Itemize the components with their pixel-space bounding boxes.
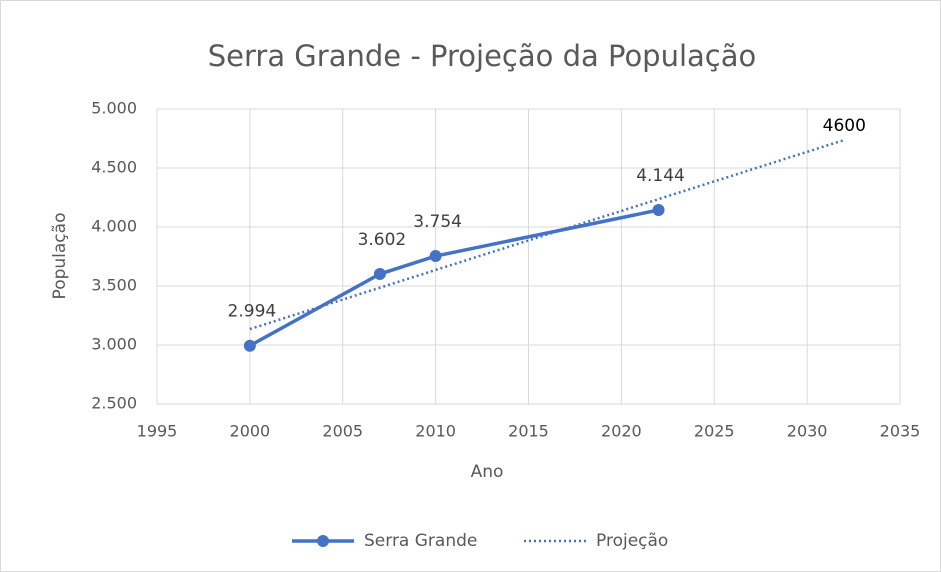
- data-point: [429, 250, 442, 263]
- y-tick-label: 3.500: [91, 276, 137, 295]
- x-tick-label: 2010: [415, 422, 456, 441]
- x-tick-label: 1995: [137, 422, 178, 441]
- annotation: 4600: [823, 116, 866, 136]
- data-point: [373, 267, 386, 280]
- x-axis-label: Ano: [471, 462, 504, 482]
- x-tick-label: 2035: [880, 422, 921, 441]
- y-tick-label: 4.000: [91, 217, 137, 236]
- x-tick-label: 2000: [230, 422, 271, 441]
- x-tick-label: 2030: [787, 422, 828, 441]
- series-line: [249, 208, 659, 348]
- y-tick-label: 5.000: [91, 99, 137, 118]
- data-point: [243, 339, 256, 352]
- data-label: 3.754: [413, 212, 462, 232]
- data-point: [652, 204, 665, 217]
- y-tick-label: 3.000: [91, 335, 137, 354]
- data-label: 3.602: [358, 230, 407, 250]
- x-tick-label: 2025: [694, 422, 735, 441]
- x-tick-label: 2005: [322, 422, 363, 441]
- x-tick-label: 2020: [601, 422, 642, 441]
- chart-title: Serra Grande - Projeção da População: [208, 39, 757, 73]
- legend-marker: [317, 535, 329, 547]
- data-label: 2.994: [228, 302, 277, 322]
- series-line: [249, 138, 845, 331]
- y-axis-label: População: [50, 213, 70, 300]
- legend-label: Serra Grande: [364, 531, 477, 551]
- legend-label: Projeção: [596, 531, 668, 551]
- data-label: 4.144: [636, 166, 685, 186]
- y-tick-label: 2.500: [91, 394, 137, 413]
- y-tick-label: 4.500: [91, 158, 137, 177]
- x-tick-label: 2015: [508, 422, 549, 441]
